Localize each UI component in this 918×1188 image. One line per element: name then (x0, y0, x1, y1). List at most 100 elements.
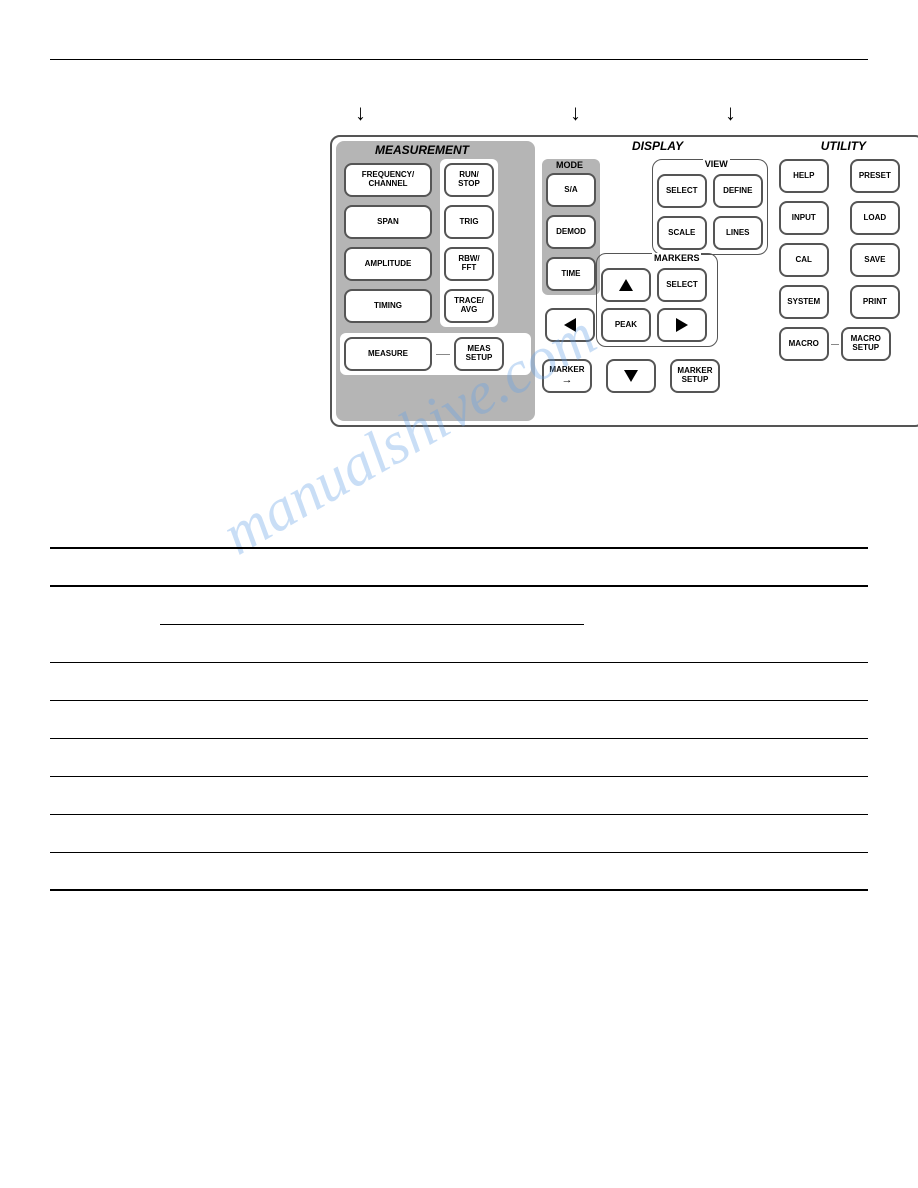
trig-button[interactable]: TRIG (444, 205, 494, 239)
table-cell (584, 662, 868, 700)
table-cell (584, 624, 868, 662)
marker-arrow-icon: → (561, 374, 572, 386)
marker-up-button[interactable] (601, 268, 651, 302)
marker-button-label: MARKER (549, 366, 584, 375)
table-row (50, 814, 868, 852)
cal-button[interactable]: CAL (779, 243, 829, 277)
display-bottom-row: MARKER → MARKERSETUP (542, 359, 720, 393)
table-cell (160, 662, 300, 700)
table-cell (584, 738, 868, 776)
system-button[interactable]: SYSTEM (779, 285, 829, 319)
triangle-down-icon (624, 370, 638, 382)
time-button[interactable]: TIME (546, 257, 596, 291)
table-cell (160, 586, 300, 624)
utility-section: UTILITY HELP PRESET INPUT LOAD CAL SAVE … (775, 141, 918, 421)
table-cell (160, 814, 300, 852)
arrow-utility: ↓ (725, 100, 736, 126)
section-arrows: ↓ ↓ ↓ (330, 100, 868, 130)
table-header-1 (50, 548, 160, 586)
table-cell (50, 776, 160, 814)
table-cell (300, 586, 584, 624)
utility-label: UTILITY (817, 139, 870, 153)
save-button[interactable]: SAVE (850, 243, 900, 277)
view-label: VIEW (703, 159, 730, 169)
view-box: VIEW SELECT DEFINE SCALE LINES (652, 159, 768, 255)
rbw-fft-button[interactable]: RBW/FFT (444, 247, 494, 281)
table-cell (300, 624, 584, 662)
table-header-row (50, 548, 868, 586)
header-rule (50, 40, 868, 60)
table-cell (50, 852, 160, 890)
sa-button[interactable]: S/A (546, 173, 596, 207)
lines-button[interactable]: LINES (713, 216, 763, 250)
table-cell (160, 776, 300, 814)
table-cell (160, 624, 300, 662)
table-header-2 (160, 548, 300, 586)
table-row (50, 662, 868, 700)
define-button[interactable]: DEFINE (713, 174, 763, 208)
input-button[interactable]: INPUT (779, 201, 829, 235)
table-cell (584, 776, 868, 814)
meas-setup-button[interactable]: MEASSETUP (454, 337, 504, 371)
measurement-label: MEASUREMENT (371, 143, 473, 157)
table-cell (300, 852, 584, 890)
arrow-display: ↓ (570, 100, 581, 126)
run-stop-button[interactable]: RUN/STOP (444, 163, 494, 197)
table-section (50, 547, 868, 891)
table-row (50, 852, 868, 890)
peak-button[interactable]: PEAK (601, 308, 651, 342)
keypad-panel: MEASUREMENT FREQUENCY/CHANNEL SPAN AMPLI… (330, 135, 918, 427)
span-button[interactable]: SPAN (344, 205, 432, 239)
demod-button[interactable]: DEMOD (546, 215, 596, 249)
mode-box: MODE S/A DEMOD TIME (542, 159, 600, 295)
table-cell (300, 738, 584, 776)
table-cell (300, 814, 584, 852)
table-cell (50, 700, 160, 738)
print-button[interactable]: PRINT (850, 285, 900, 319)
table-cell (50, 662, 160, 700)
marker-setup-button[interactable]: MARKERSETUP (670, 359, 720, 393)
table-header-3 (300, 548, 584, 586)
display-section: DISPLAY MODE S/A DEMOD TIME VIEW SELECT … (538, 141, 772, 421)
arrow-measurement: ↓ (355, 100, 366, 126)
table-cell (50, 814, 160, 852)
table-row (50, 624, 868, 662)
timing-button[interactable]: TIMING (344, 289, 432, 323)
table-cell (300, 776, 584, 814)
load-button[interactable]: LOAD (850, 201, 900, 235)
marker-button[interactable]: MARKER → (542, 359, 592, 393)
measure-connector (436, 354, 450, 355)
table-cell (160, 738, 300, 776)
triangle-up-icon (619, 279, 633, 291)
marker-select-button[interactable]: SELECT (657, 268, 707, 302)
table-header-4 (584, 548, 868, 586)
table-cell (584, 852, 868, 890)
table-row (50, 700, 868, 738)
data-table (50, 547, 868, 891)
triangle-right-icon (676, 318, 688, 332)
marker-left-button[interactable] (545, 308, 595, 342)
measure-button[interactable]: MEASURE (344, 337, 432, 371)
macro-connector (831, 344, 839, 345)
macro-setup-button[interactable]: MACROSETUP (841, 327, 891, 361)
preset-button[interactable]: PRESET (850, 159, 900, 193)
table-cell (584, 700, 868, 738)
marker-down-button[interactable] (606, 359, 656, 393)
table-cell (300, 700, 584, 738)
trace-avg-button[interactable]: TRACE/AVG (444, 289, 494, 323)
select-view-button[interactable]: SELECT (657, 174, 707, 208)
table-row (50, 776, 868, 814)
table-cell (584, 586, 868, 624)
macro-button[interactable]: MACRO (779, 327, 829, 361)
table-cell (50, 738, 160, 776)
scale-button[interactable]: SCALE (657, 216, 707, 250)
marker-right-button[interactable] (657, 308, 707, 342)
help-button[interactable]: HELP (779, 159, 829, 193)
amplitude-button[interactable]: AMPLITUDE (344, 247, 432, 281)
markers-label: MARKERS (652, 253, 702, 263)
table-cell (50, 624, 160, 662)
table-cell (50, 586, 160, 624)
table-cell (160, 852, 300, 890)
frequency-channel-button[interactable]: FREQUENCY/CHANNEL (344, 163, 432, 197)
table-cell (584, 814, 868, 852)
